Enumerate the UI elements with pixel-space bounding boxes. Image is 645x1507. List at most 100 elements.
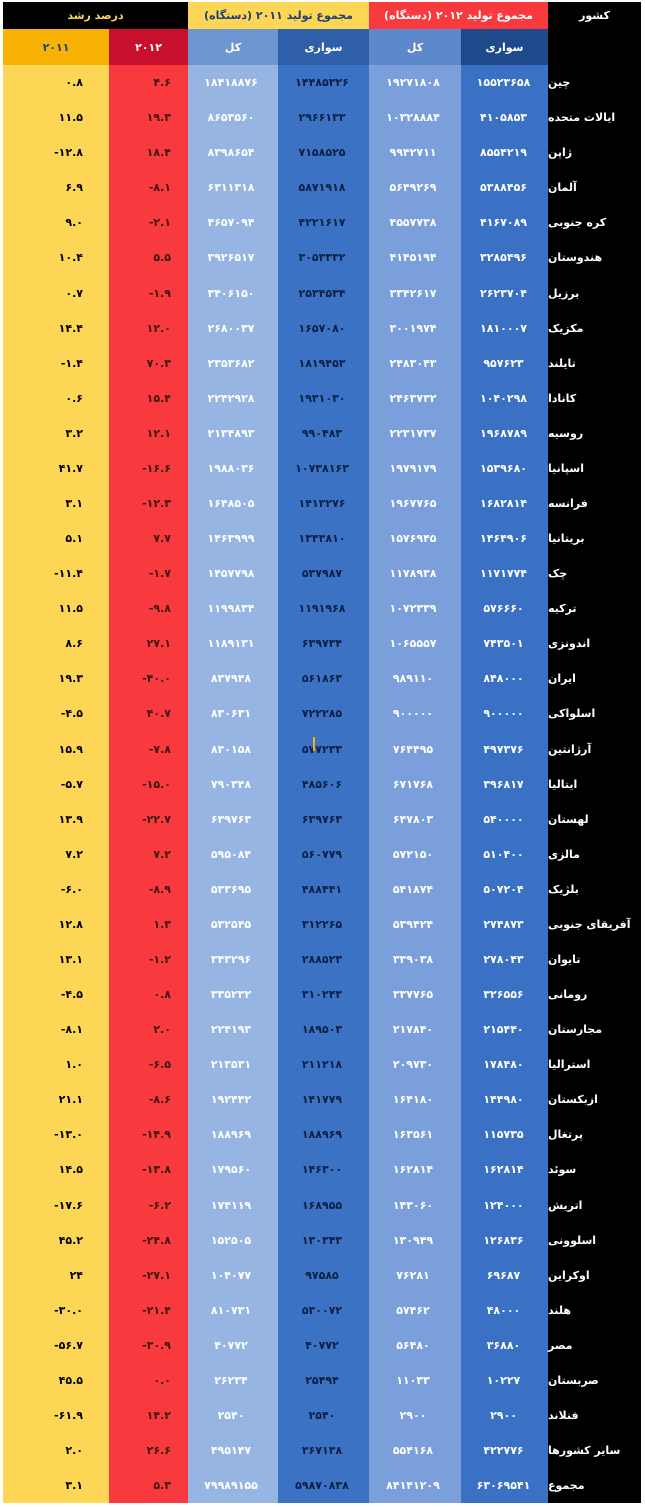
table-row: ۴۱.۷ -۱۶.۶ ۱۹۸۸۰۳۶ ۱۰۷۳۸۱۶۳ ۱۹۷۹۱۷۹ ۱۵۳۹۶۸۰ اس…: [3, 451, 641, 486]
country-cell: تایلند: [548, 356, 576, 370]
car-2012-cell: ۱۸۱۰۰۰۷: [480, 321, 527, 335]
car-2012-cell: ۵۰۷۲۰۴: [483, 882, 524, 896]
car-2012-cell: ۳۶۸۸۰: [486, 1338, 521, 1352]
table-body: ۰.۸ ۴.۶ ۱۸۴۱۸۸۷۶ ۱۴۴۸۵۳۲۶ ۱۹۲۷۱۸۰۸ ۱۵۵۲۳۶۵۸ چی…: [3, 65, 641, 1503]
car-2011-cell: ۹۷۵۸۵: [305, 1268, 339, 1282]
car-2012-cell: ۸۴۸۰۰۰: [483, 672, 524, 686]
country-cell: اندونزی: [548, 637, 591, 651]
growth-2011-cell: ۰.۶: [65, 391, 83, 405]
total-2011-cell: ۱۱۸۹۱۳۱: [207, 637, 255, 651]
growth-2012-cell: -۱۳.۸: [142, 1163, 171, 1177]
car-2012-cell: ۳۲۸۵۴۹۶: [480, 251, 527, 265]
growth-2011-cell: -۱۷.۶: [54, 1198, 83, 1212]
car-2011-cell: ۷۱۵۸۵۲۵: [298, 146, 346, 160]
total-2011-cell: ۳۹۲۶۵۱۷: [207, 251, 255, 265]
table-row: ۸.۶ ۲۷.۱ ۱۱۸۹۱۳۱ ۶۳۹۷۳۴ ۱۰۶۵۵۵۷ ۷۴۳۵۰۱ اندونزی: [3, 626, 641, 661]
country-cell: چک: [548, 567, 568, 581]
total-2011-cell: ۱۱۹۹۸۳۴: [207, 602, 255, 616]
country-cell: اسلوونی: [548, 1233, 597, 1247]
total-2011-cell: ۳۴۳۲۹۶: [210, 952, 252, 966]
total-2012-cell: ۳۳۴۲۶۱۷: [389, 286, 437, 300]
car-2011-cell: ۶۳۹۷۶۳: [301, 812, 343, 826]
growth-2012-cell: ۱۸.۴: [146, 146, 171, 160]
car-2011-cell: ۲۵۳۴۵۳۴: [298, 286, 346, 300]
growth-2011-cell: ۳.۲: [65, 426, 83, 440]
growth-2011-cell: ۱۲.۸: [58, 917, 83, 931]
car-2012-cell: ۵۷۶۶۶۰: [483, 602, 524, 616]
table-row: ۱۴.۵ -۱۳.۸ ۱۷۹۵۶۰ ۱۴۶۳۰۰ ۱۶۲۸۱۴ ۱۶۲۸۱۴ سوئد: [3, 1152, 641, 1187]
car-2011-cell: ۲۸۸۵۲۳: [301, 952, 343, 966]
car-2011-cell: ۵۶۰۷۷۹: [301, 847, 343, 861]
total-2012-cell: ۵۷۴۶۲: [396, 1303, 430, 1317]
car-2011-cell: ۲۵۴۰: [308, 1409, 336, 1422]
growth-2012-cell: -۲۴.۸: [142, 1233, 171, 1247]
car-2012-cell: ۱۷۸۴۸۰: [483, 1058, 524, 1072]
table-row: ۱۵.۹ -۷.۸ ۸۳۰۱۵۸ ۵۷۷۲۳۳ ۷۶۴۴۹۵ ۴۹۷۳۷۶ آرژانتین: [3, 731, 641, 766]
growth-2012-cell: ۱۴.۲: [146, 1409, 171, 1422]
total-2011-cell: ۱۷۴۱۱۹: [210, 1198, 252, 1212]
car-2012-cell: ۷۴۳۵۰۱: [483, 637, 524, 651]
car-2011-cell: ۱۱۹۱۹۶۸: [298, 602, 346, 616]
total-2011-cell: ۱۹۸۸۰۳۶: [207, 461, 255, 475]
total-2012-cell: ۱۳۰۹۴۹: [392, 1233, 434, 1247]
total-2012-cell: ۱۶۴۱۸۰: [392, 1093, 434, 1107]
total-2012-cell: ۱۱۰۳۳: [396, 1373, 430, 1387]
table-row: -۱۳.۰ -۱۴.۹ ۱۸۸۹۶۹ ۱۸۸۹۶۹ ۱۶۳۵۶۱ ۱۱۵۷۳۵ پرتغال: [3, 1117, 641, 1152]
growth-2012-cell: -۲.۱: [148, 216, 171, 230]
car-2012-cell: ۱۱۷۱۷۷۴: [480, 567, 527, 581]
car-2011-cell: ۱۴۱۷۷۹: [301, 1093, 343, 1107]
growth-2011-cell: ۲۴: [69, 1268, 83, 1282]
car-2012-cell: ۱۲۶۸۳۶: [483, 1233, 524, 1247]
car-2011-cell: ۵۷۷۲۳۳: [301, 742, 343, 756]
car-2011-cell: ۷۲۲۲۸۵: [301, 707, 343, 721]
car-2012-cell: ۳۹۶۸۱۷: [483, 777, 524, 791]
car-2012-cell: ۱۱۵۷۳۵: [483, 1128, 524, 1142]
table-row: -۱.۴ ۷۰.۳ ۲۳۵۳۶۸۲ ۱۸۱۹۴۵۳ ۲۴۸۳۰۴۳ ۹۵۷۶۲۳ تایلن…: [3, 346, 641, 381]
growth-2011-cell: -۶.۰: [60, 882, 83, 896]
country-cell: ایتالیا: [548, 777, 578, 791]
growth-2012-cell: -۲۷.۱: [142, 1268, 171, 1282]
total-2011-cell: ۳۴۰۶۱۵۰: [207, 286, 255, 300]
growth-2011-cell: ۵.۱: [65, 532, 83, 546]
country-cell: هندوستان: [548, 251, 603, 265]
total-2011-cell: ۱۷۹۵۶۰: [210, 1163, 252, 1177]
country-cell: بلژیک: [548, 882, 579, 896]
growth-2012-cell: ۷۰.۳: [146, 356, 171, 370]
table-row: -۵۶.۷ -۳۰.۹ ۴۰۷۷۲ ۴۰۷۷۲ ۵۶۴۸۰ ۳۶۸۸۰ مصر: [3, 1328, 641, 1363]
table-row: ۱۱.۵ ۱۹.۳ ۸۶۵۳۵۶۰ ۲۹۶۶۱۳۳ ۱۰۳۲۸۸۸۴ ۴۱۰۵۸۵۳ ایا…: [3, 100, 641, 135]
car-2011-cell: ۱۴۴۸۵۳۲۶: [295, 76, 349, 90]
car-2011-cell: ۲۹۶۶۱۳۳: [298, 111, 346, 125]
total-2011-cell: ۳۳۵۲۳۲: [210, 988, 252, 1002]
growth-2012-cell: ۵.۳: [153, 1479, 171, 1493]
total-2011-cell: ۴۹۵۱۴۷: [210, 1444, 252, 1458]
total-2011-cell: ۶۳۱۱۳۱۸: [207, 181, 255, 195]
total-2012-column: [369, 2, 461, 1503]
growth-2011-column: [3, 2, 109, 1503]
growth-2011-cell: ۷.۲: [65, 847, 83, 861]
growth-2012-cell: -۱۶.۶: [142, 461, 171, 475]
total-2011-cell: ۸۳۰۱۵۸: [210, 742, 252, 756]
car-2011-cell: ۱۰۷۳۸۱۶۳: [295, 461, 349, 475]
growth-2012-cell: ۴۰.۷: [146, 707, 171, 721]
country-cell: کره جنوبی: [548, 216, 607, 230]
growth-2011-cell: ۴۱.۷: [58, 461, 83, 475]
car-2011-cell: ۱۳۰۳۴۳: [301, 1233, 343, 1247]
car-2011-cell: ۱۳۴۳۸۱۰: [298, 532, 346, 546]
growth-2012-cell: ۲.۰: [153, 1023, 171, 1037]
car-2012-header: سواری: [461, 29, 548, 65]
car-2012-cell: ۵۱۰۴۰۰: [483, 847, 524, 861]
table-row: ۱۳.۱ -۱.۲ ۳۴۳۲۹۶ ۲۸۸۵۲۳ ۳۳۹۰۳۸ ۲۷۸۰۴۳ تایوان: [3, 942, 641, 977]
car-2012-cell: ۶۹۶۸۷: [486, 1268, 521, 1282]
country-cell: اتریش: [548, 1198, 583, 1212]
car-2011-cell: ۵۶۱۸۶۳: [301, 672, 343, 686]
growth-2011-cell: ۱۵.۹: [58, 742, 83, 756]
car-2012-cell: ۸۵۵۴۲۱۹: [480, 146, 527, 160]
car-2012-cell: ۶۳۰۶۹۵۴۱: [476, 1479, 531, 1493]
table-row: ۱۹.۳ -۴۰.۰ ۸۳۷۹۴۸ ۵۶۱۸۶۳ ۹۸۹۱۱۰ ۸۴۸۰۰۰ ایران: [3, 661, 641, 696]
total-2011-header: کل: [188, 29, 278, 65]
total-2011-column: [188, 2, 278, 1503]
car-2011-cell: ۱۴۱۳۲۷۶: [298, 496, 346, 510]
table-row: ۳.۱ -۱۲.۳ ۱۶۴۸۵۰۵ ۱۴۱۳۲۷۶ ۱۹۶۷۷۶۵ ۱۶۸۲۸۱۴ فران…: [3, 486, 641, 521]
car-2011-cell: ۳۰۵۳۳۳۲: [298, 251, 346, 265]
table-row: -۵.۷ -۱۵.۰ ۷۹۰۳۴۸ ۴۸۵۶۰۶ ۶۷۱۷۶۸ ۳۹۶۸۱۷ ایتالیا: [3, 767, 641, 802]
